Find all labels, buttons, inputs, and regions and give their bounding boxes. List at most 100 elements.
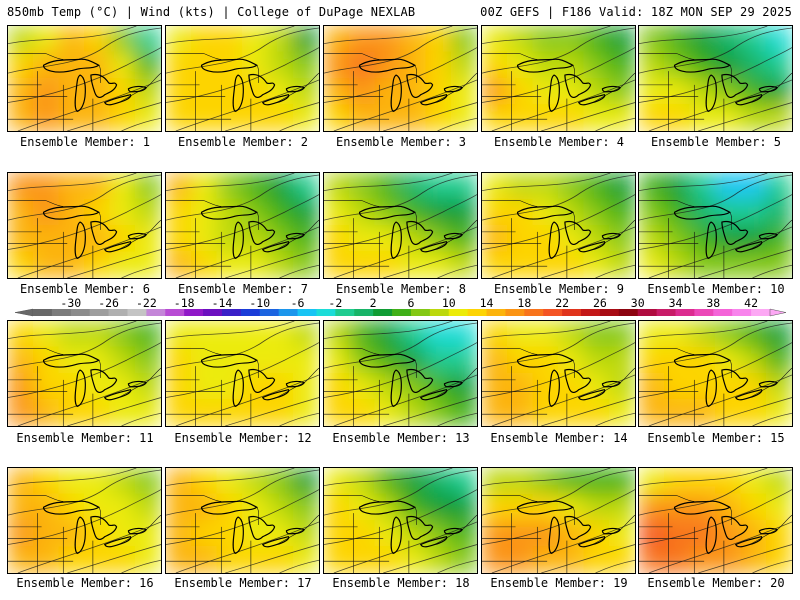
political-border bbox=[482, 348, 538, 355]
colorbar-bin bbox=[618, 309, 639, 316]
temperature-cell bbox=[766, 468, 792, 495]
ensemble-map-panel[interactable] bbox=[323, 467, 478, 574]
temperature-cell bbox=[191, 198, 218, 226]
ensemble-map-panel[interactable] bbox=[638, 172, 793, 279]
temperature-cell bbox=[84, 173, 111, 200]
wind-streamline bbox=[491, 226, 635, 278]
great-lakes-coastline bbox=[564, 516, 592, 540]
ensemble-map-panel[interactable] bbox=[638, 320, 793, 427]
wind-streamline bbox=[121, 559, 161, 573]
colorbar-bin bbox=[33, 309, 53, 316]
ensemble-member-label: Ensemble Member: 16 bbox=[16, 576, 154, 590]
wind-streamline bbox=[437, 264, 477, 278]
colorbar-tick-label: -22 bbox=[136, 297, 157, 310]
basemap-outlines bbox=[324, 53, 477, 131]
temperature-cell bbox=[58, 520, 85, 548]
temperature-cell bbox=[374, 373, 401, 401]
ensemble-map-panel[interactable] bbox=[165, 320, 320, 427]
great-lakes-coastline bbox=[103, 241, 132, 253]
temperature-cell bbox=[216, 225, 243, 253]
wind-streamline bbox=[698, 249, 792, 278]
temperature-cell bbox=[639, 321, 665, 348]
wind-streamlines bbox=[8, 173, 161, 278]
political-border bbox=[256, 360, 260, 379]
temperature-cell bbox=[216, 173, 243, 200]
temperature-cell bbox=[609, 321, 635, 348]
political-border bbox=[572, 65, 576, 84]
wind-streamline bbox=[437, 559, 477, 573]
ensemble-map-panel[interactable] bbox=[165, 172, 320, 279]
ensemble-map-panel[interactable] bbox=[7, 467, 162, 574]
ensemble-map-panel[interactable] bbox=[7, 172, 162, 279]
temperature-cell bbox=[135, 198, 161, 226]
wind-streamline bbox=[225, 249, 319, 278]
ensemble-map-panel[interactable] bbox=[323, 320, 478, 427]
temperature-cell bbox=[451, 546, 477, 573]
temperature-cell bbox=[689, 468, 716, 495]
temperature-cell bbox=[267, 493, 294, 521]
wind-streamline bbox=[175, 226, 319, 278]
colorbar-bin bbox=[505, 309, 525, 316]
great-lakes-coastline bbox=[42, 205, 100, 220]
ensemble-map-panel[interactable] bbox=[638, 467, 793, 574]
wind-streamline bbox=[8, 469, 161, 516]
temperature-cell bbox=[639, 78, 665, 106]
ensemble-map-panel[interactable] bbox=[481, 25, 636, 132]
temperature-cell bbox=[532, 520, 559, 548]
temperature-cell bbox=[293, 26, 319, 53]
ensemble-map-panel[interactable] bbox=[481, 467, 636, 574]
wind-streamline bbox=[541, 397, 635, 426]
ensemble-map-panel[interactable] bbox=[7, 25, 162, 132]
ensemble-map-panel[interactable] bbox=[323, 25, 478, 132]
temperature-cell bbox=[8, 173, 34, 200]
temperature-field bbox=[639, 173, 792, 278]
temperature-cell bbox=[349, 493, 376, 521]
temperature-cell bbox=[664, 51, 691, 79]
temperature-cell bbox=[451, 251, 477, 278]
temperature-cell bbox=[532, 225, 559, 253]
temperature-cell bbox=[425, 493, 452, 521]
ensemble-map-panel[interactable] bbox=[638, 25, 793, 132]
temperature-field bbox=[166, 468, 319, 573]
temperature-cell bbox=[33, 78, 60, 106]
wind-streamline bbox=[67, 249, 161, 278]
wind-streamline bbox=[333, 521, 477, 573]
colorbar-bin bbox=[429, 309, 450, 316]
temperature-cell bbox=[766, 198, 792, 226]
temperature-field bbox=[324, 173, 477, 278]
temperature-cell bbox=[374, 225, 401, 253]
colorbar-bin bbox=[543, 309, 563, 316]
temperature-cell bbox=[58, 198, 85, 226]
wind-streamline bbox=[8, 26, 137, 45]
temperature-field bbox=[8, 26, 161, 131]
ensemble-map-panel[interactable] bbox=[323, 172, 478, 279]
colorbar-bin bbox=[637, 309, 658, 316]
basemap-outlines bbox=[482, 495, 635, 573]
wind-streamline bbox=[595, 559, 635, 573]
temperature-cell bbox=[507, 225, 534, 253]
ensemble-member-label: Ensemble Member: 14 bbox=[490, 431, 628, 445]
temperature-cell bbox=[689, 26, 716, 53]
colorbar-bin bbox=[467, 309, 488, 316]
temperature-cell bbox=[374, 321, 401, 348]
temperature-cell bbox=[109, 399, 136, 426]
colorbar-tick-label: -2 bbox=[328, 297, 342, 310]
ensemble-map-panel[interactable] bbox=[481, 172, 636, 279]
temperature-cell bbox=[532, 493, 559, 521]
temperature-cell bbox=[8, 198, 34, 226]
ensemble-map-panel[interactable] bbox=[165, 25, 320, 132]
ensemble-map-panel[interactable] bbox=[165, 467, 320, 574]
temperature-field bbox=[482, 321, 635, 426]
colorbar-bin bbox=[316, 309, 336, 316]
wind-streamline bbox=[279, 559, 319, 573]
ensemble-map-panel[interactable] bbox=[7, 320, 162, 427]
temperature-cell bbox=[84, 26, 111, 53]
ensemble-map-panel[interactable] bbox=[481, 320, 636, 427]
temperature-cell bbox=[400, 399, 427, 426]
basemap-outlines bbox=[166, 200, 319, 278]
colorbar-tick-label: 26 bbox=[593, 297, 607, 310]
temperature-cell bbox=[166, 26, 192, 53]
wind-streamline bbox=[383, 249, 477, 278]
wind-streamline bbox=[639, 322, 792, 369]
wind-streamline bbox=[324, 322, 477, 369]
